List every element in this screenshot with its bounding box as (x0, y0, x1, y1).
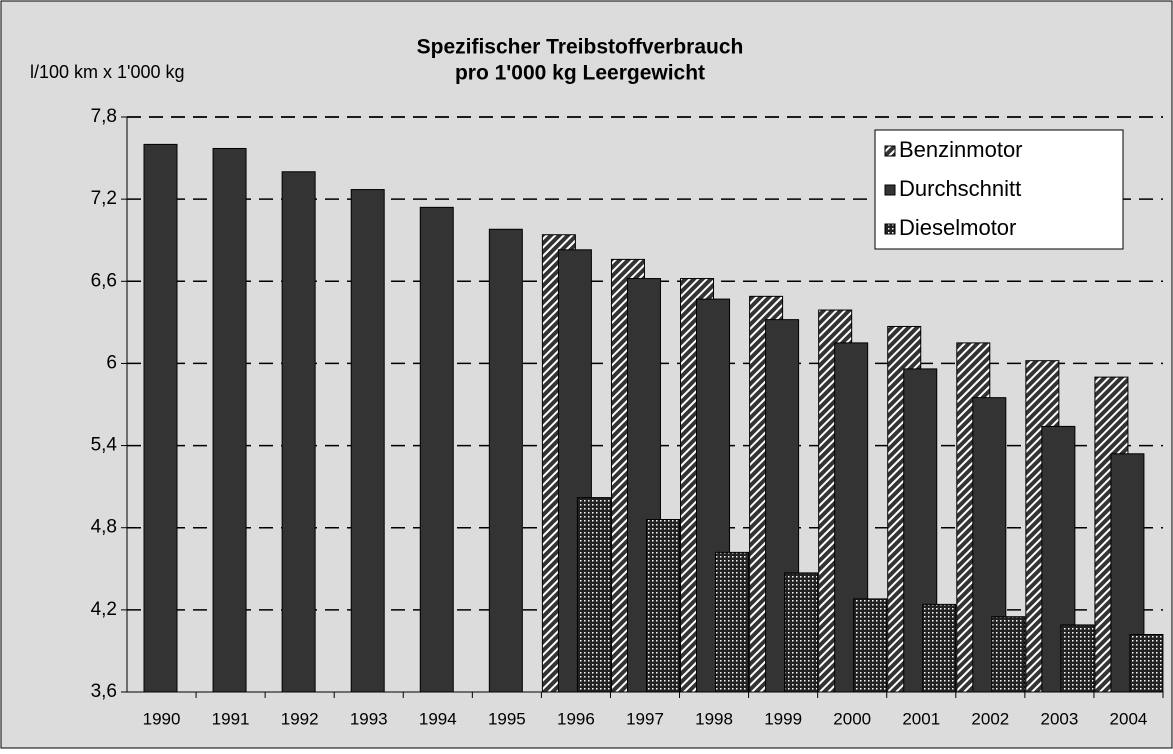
legend-swatch (884, 145, 896, 157)
bar (1060, 624, 1095, 693)
legend (874, 129, 1124, 250)
y-tick-label: 5,4 (91, 435, 118, 456)
x-tick-label: 1997 (626, 709, 664, 728)
bar (853, 598, 888, 693)
y-tick-label: 6,6 (91, 270, 117, 291)
y-tick-label: 4,2 (91, 599, 117, 620)
bar (922, 603, 957, 693)
y-tick-label: 7,2 (91, 188, 117, 209)
bar (350, 189, 385, 693)
legend-label: Durchschnitt (899, 176, 1021, 201)
x-tick-label: 2003 (1040, 709, 1078, 728)
x-tick-label: 1994 (419, 709, 457, 728)
y-tick-label: 4,8 (91, 517, 117, 538)
bar (784, 572, 819, 693)
y-axis-label: l/100 km x 1'000 kg (30, 62, 185, 82)
chart-title: Spezifischer Treibstoffverbrauch (417, 36, 744, 59)
x-tick-label: 2004 (1110, 709, 1148, 728)
legend-label: Benzinmotor (899, 137, 1023, 162)
x-tick-label: 2002 (971, 709, 1009, 728)
legend-label: Dieselmotor (899, 215, 1016, 240)
y-tick-label: 3,6 (91, 681, 117, 702)
bar (645, 519, 680, 693)
x-tick-label: 2001 (902, 709, 940, 728)
bar (991, 616, 1026, 693)
x-tick-label: 2000 (833, 709, 871, 728)
x-tick-label: 1998 (695, 709, 733, 728)
x-tick-label: 1996 (557, 709, 595, 728)
bar (212, 147, 247, 693)
x-tick-label: 1995 (488, 709, 526, 728)
chart-title: pro 1'000 kg Leergewicht (455, 62, 705, 85)
y-tick-label: 7,8 (91, 106, 117, 127)
x-tick-label: 1992 (281, 709, 319, 728)
bar (143, 143, 178, 693)
legend-swatch (884, 184, 896, 196)
bar (419, 206, 454, 693)
bar (1129, 634, 1164, 693)
x-tick-label: 1990 (143, 709, 181, 728)
bar (1110, 453, 1145, 693)
bar (576, 497, 611, 693)
y-tick-label: 6 (106, 352, 117, 373)
bar (715, 551, 750, 693)
x-tick-label: 1993 (350, 709, 388, 728)
x-tick-label: 1991 (212, 709, 250, 728)
legend-swatch (884, 223, 896, 235)
x-tick-label: 1999 (764, 709, 802, 728)
bar (488, 228, 523, 693)
bar (281, 171, 316, 693)
